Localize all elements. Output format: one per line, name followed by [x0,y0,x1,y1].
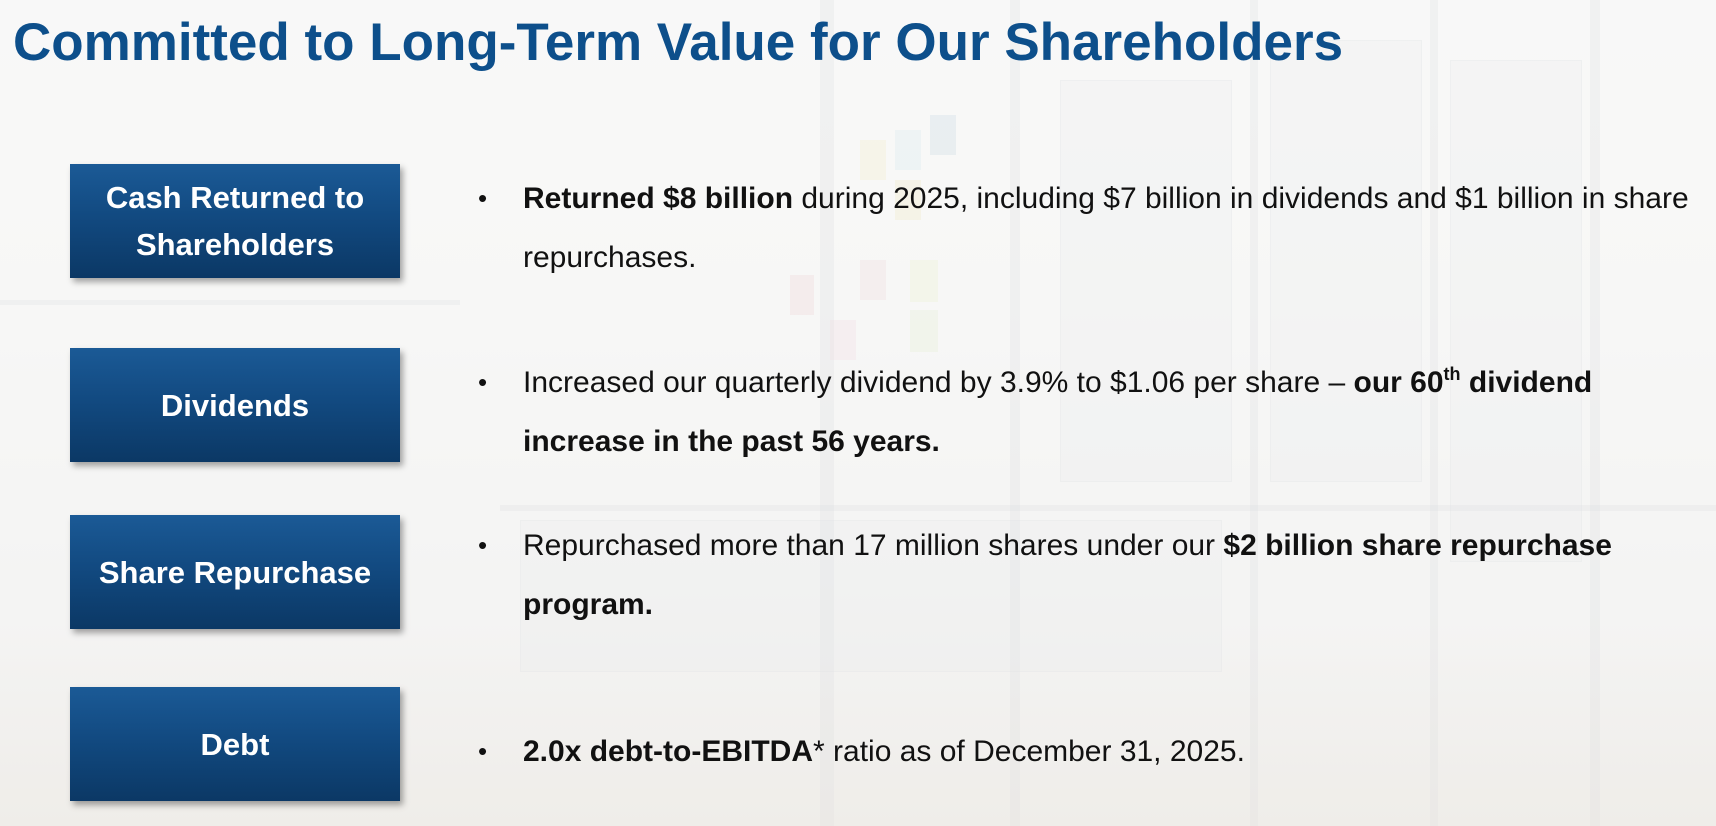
label-share-repurchase-text: Share Repurchase [98,554,372,590]
slide-title: Committed to Long-Term Value for Our Sha… [13,13,1344,72]
bullet-bold-b: dividend increase in the past 56 years. [523,366,1593,458]
label-dividends: Dividends [70,348,400,462]
label-debt: Debt [70,687,400,801]
bullet-dividends: • Increased our quarterly dividend by 3.… [478,353,1708,471]
bullet-body: Increased our quarterly dividend by 3.9%… [523,366,1354,399]
bullet-bold-lead: 2.0x debt-to-EBITDA [523,735,814,768]
bullet-debt: • 2.0x debt-to-EBITDA* ratio as of Decem… [478,722,1708,781]
bullet-body: Repurchased more than 17 million shares … [523,529,1224,562]
label-share-repurchase: Share Repurchase [70,515,400,629]
bullet-superscript: th [1443,364,1461,384]
label-dividends-text: Dividends [160,387,310,423]
bullet-body: * ratio as of December 31, 2025. [813,735,1245,768]
bullet-bold-a: our 60 [1353,366,1444,399]
bullet-icon: • [478,183,488,213]
bullet-cash-returned-text: Returned $8 billion during 2025, includi… [523,169,1708,287]
bullet-bold-tail: $2 billion share repurchase program. [523,529,1612,621]
bullet-icon: • [478,530,488,560]
bullet-icon: • [478,367,488,397]
bullet-icon: • [478,736,488,766]
bullet-debt-text: 2.0x debt-to-EBITDA* ratio as of Decembe… [523,722,1708,781]
label-cash-returned: Cash Returned to Shareholders [70,164,400,278]
bullet-share-repurchase: • Repurchased more than 17 million share… [478,516,1708,634]
bullet-bold-lead: Returned $8 billion [523,182,794,215]
bullet-share-repurchase-text: Repurchased more than 17 million shares … [523,516,1708,634]
label-debt-text: Debt [200,726,270,762]
label-cash-returned-text: Cash Returned to Shareholders [105,180,365,262]
bullet-dividends-text: Increased our quarterly dividend by 3.9%… [523,353,1708,471]
bullet-body: during 2025, including $7 billion in div… [523,182,1689,274]
bullet-cash-returned: • Returned $8 billion during 2025, inclu… [478,169,1708,287]
